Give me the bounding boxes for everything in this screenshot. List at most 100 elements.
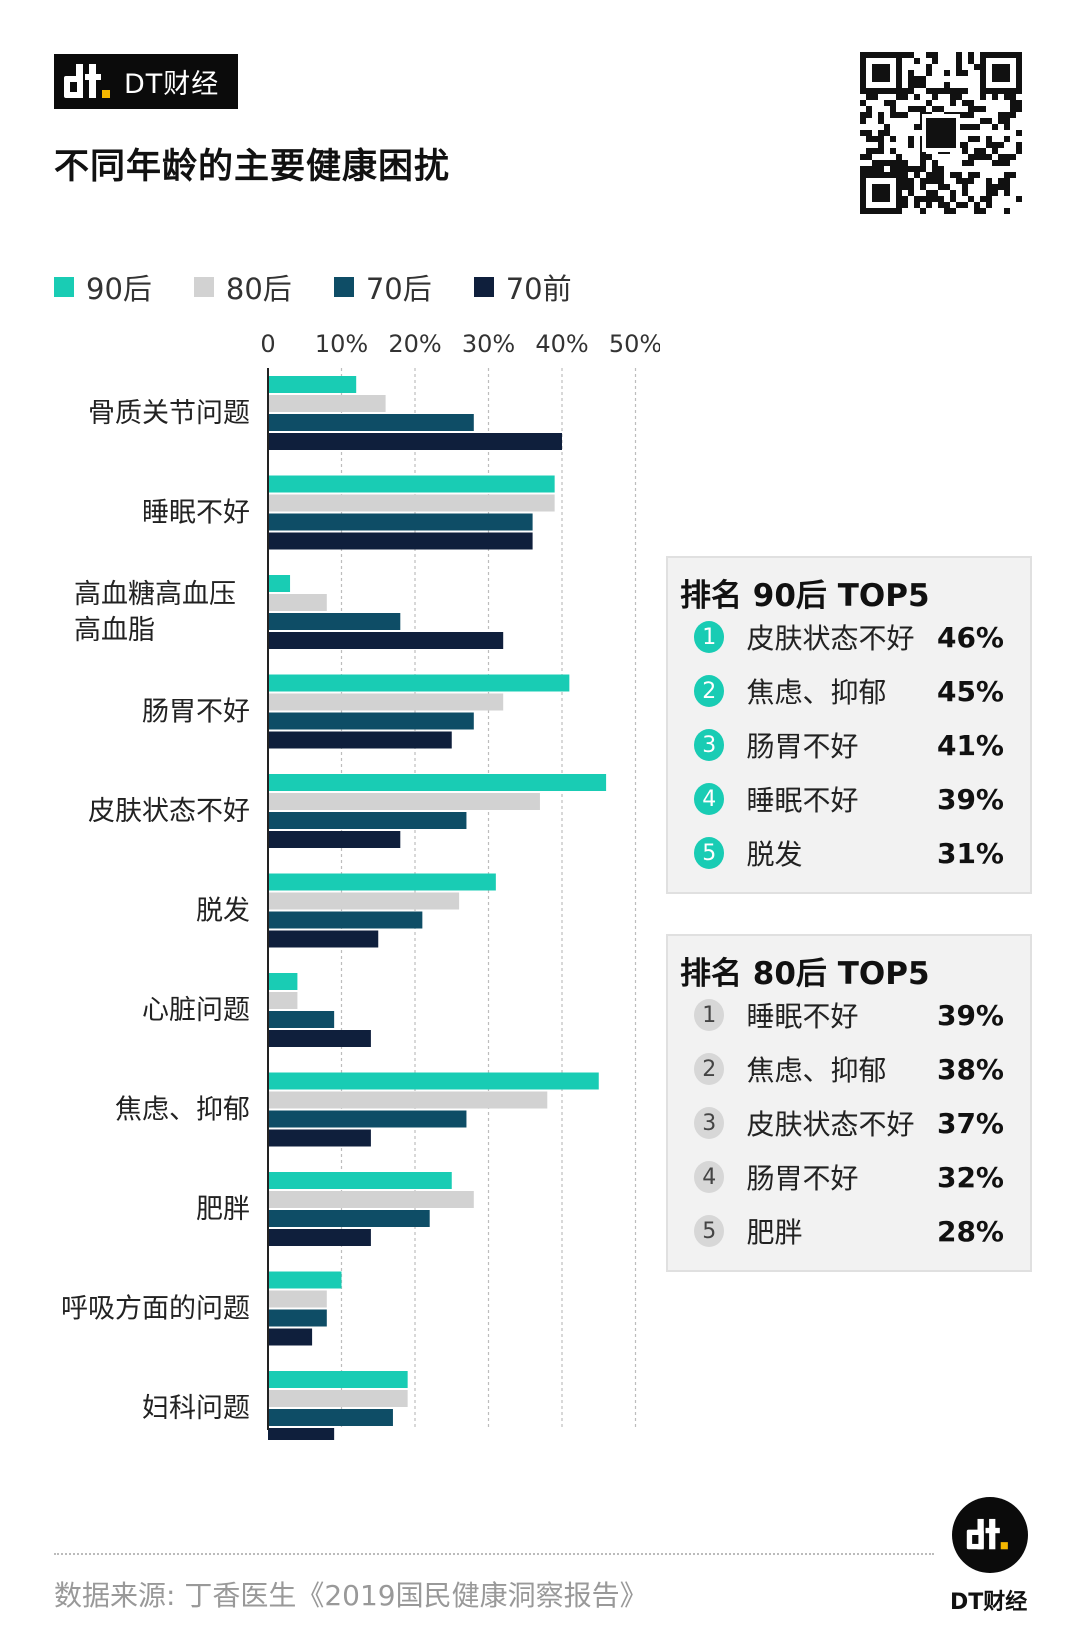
x-tick-label: 10%: [315, 330, 368, 358]
rank-percentage: 31%: [936, 836, 1004, 870]
rank-number-badge: 4: [694, 783, 725, 815]
bar-70后-4: [268, 812, 467, 829]
bar-70前-6: [268, 1030, 371, 1047]
bar-90后-9: [268, 1271, 342, 1289]
legend-item: 70后: [333, 266, 432, 308]
footer-divider: [54, 1553, 934, 1555]
bar-70前-4: [268, 831, 401, 848]
category-label: 焦虑、抑郁: [115, 1095, 250, 1126]
rank-label: 焦虑、抑郁: [746, 1054, 887, 1087]
category-label: 睡眠不好: [142, 498, 250, 529]
bar-80后-1: [268, 494, 555, 512]
ranking-80-title: 排名 80后 TOP5: [680, 956, 930, 992]
rank-number-badge: 5: [694, 837, 725, 869]
bar-70前-10: [268, 1428, 335, 1440]
ranking-row: 2 焦虑、抑郁 45%: [668, 664, 1030, 718]
bar-70后-2: [268, 613, 401, 630]
legend-item: 70前: [473, 266, 572, 308]
bar-90后-5: [268, 873, 496, 891]
bar-80后-8: [268, 1191, 474, 1208]
bar-70后-8: [268, 1210, 430, 1227]
ranking-row: 3 肠胃不好 41%: [668, 718, 1030, 772]
rank-percentage: 38%: [936, 1052, 1004, 1086]
x-tick-label: 50%: [609, 330, 660, 358]
bar-90后-4: [268, 774, 607, 791]
data-source: 数据来源: 丁香医生《2019国民健康洞察报告》: [54, 1579, 648, 1612]
rank-label: 焦虑、抑郁: [746, 676, 887, 709]
bar-90后-8: [268, 1172, 452, 1189]
rank-percentage: 41%: [936, 728, 1004, 762]
legend: 90后 80后 70后 70前: [54, 266, 614, 308]
bar-90后-1: [268, 475, 555, 493]
legend-swatch: [193, 277, 214, 297]
bar-70后-3: [268, 712, 474, 730]
bar-70后-5: [268, 911, 423, 929]
rank-label: 脱发: [746, 838, 803, 871]
brand-name: DT财经: [124, 69, 220, 100]
legend-swatch: [333, 277, 354, 297]
bar-70前-0: [268, 433, 562, 450]
category-label: 肠胃不好: [142, 697, 250, 728]
legend-swatch: [54, 277, 74, 297]
legend-item: 80后: [193, 266, 292, 308]
category-label: 高血糖高血压高血脂: [74, 579, 236, 646]
bar-70后-1: [268, 513, 533, 531]
rank-number-badge: 1: [694, 621, 725, 653]
bar-chart: 0 10% 20% 30% 40% 50% 骨质关节问题睡眠不好高血糖高血压高血脂肠胃不好皮…: [61, 330, 660, 1440]
category-label: 肥胖: [196, 1194, 250, 1225]
rank-label: 肥胖: [746, 1216, 803, 1249]
bar-90后-2: [268, 575, 291, 592]
ranking-row: 1 睡眠不好 39%: [668, 988, 1030, 1042]
category-label: 皮肤状态不好: [88, 796, 250, 827]
rank-number-badge: 2: [694, 675, 725, 707]
rank-label: 肠胃不好: [746, 1162, 859, 1195]
bar-80后-2: [268, 594, 327, 611]
bar-70前-5: [268, 930, 379, 948]
bar-90后-3: [268, 674, 570, 692]
bar-90后-7: [268, 1072, 599, 1090]
rank-percentage: 45%: [936, 674, 1004, 708]
legend-label: 80后: [225, 272, 292, 306]
category-label: 呼吸方面的问题: [61, 1294, 250, 1325]
ranking-row: 2 焦虑、抑郁 38%: [668, 1042, 1030, 1096]
rank-number-badge: 1: [694, 999, 725, 1031]
rank-number-badge: 4: [694, 1161, 725, 1193]
bar-80后-6: [268, 992, 298, 1009]
ranking-row: 4 肠胃不好 32%: [668, 1150, 1030, 1204]
rank-percentage: 32%: [936, 1160, 1004, 1194]
rank-percentage: 46%: [936, 620, 1004, 654]
ranking-80-panel: 排名 80后 TOP5 1 睡眠不好 39% 2 焦虑、抑郁 38% 3 皮肤状态不好 37% 4…: [666, 934, 1032, 1272]
bar-80后-5: [268, 892, 460, 910]
x-tick-label: 30%: [462, 330, 515, 358]
dt-logo-icon: [64, 63, 110, 98]
brand-logo: DT财经: [54, 54, 238, 109]
bar-80后-10: [268, 1390, 408, 1407]
bar-70后-10: [268, 1409, 393, 1426]
bar-70前-2: [268, 632, 504, 649]
bar-70后-9: [268, 1309, 327, 1327]
category-label: 脱发: [196, 896, 250, 927]
rank-number-badge: 3: [694, 729, 725, 761]
bar-80后-7: [268, 1091, 548, 1109]
bar-70后-6: [268, 1011, 335, 1028]
rank-label: 睡眠不好: [746, 784, 859, 817]
footer-logo-icon: [952, 1497, 1028, 1573]
legend-label: 90后: [86, 272, 152, 306]
rank-percentage: 39%: [936, 782, 1004, 816]
ranking-row: 1 皮肤状态不好 46%: [668, 610, 1030, 664]
bar-90后-0: [268, 376, 357, 393]
rank-number-badge: 2: [694, 1053, 725, 1085]
rank-number-badge: 3: [694, 1107, 725, 1139]
rank-label: 睡眠不好: [746, 1000, 859, 1033]
bar-70前-3: [268, 731, 452, 749]
rank-percentage: 28%: [936, 1214, 1004, 1248]
bar-90后-6: [268, 973, 298, 990]
chart-title: 不同年龄的主要健康困扰: [54, 147, 451, 187]
x-tick-label: 0: [260, 330, 275, 358]
bar-70后-0: [268, 414, 474, 431]
category-label: 妇科问题: [142, 1393, 250, 1424]
legend-label: 70前: [505, 272, 572, 306]
rank-percentage: 37%: [936, 1106, 1004, 1140]
bar-70前-7: [268, 1129, 371, 1147]
bar-70前-9: [268, 1328, 313, 1346]
